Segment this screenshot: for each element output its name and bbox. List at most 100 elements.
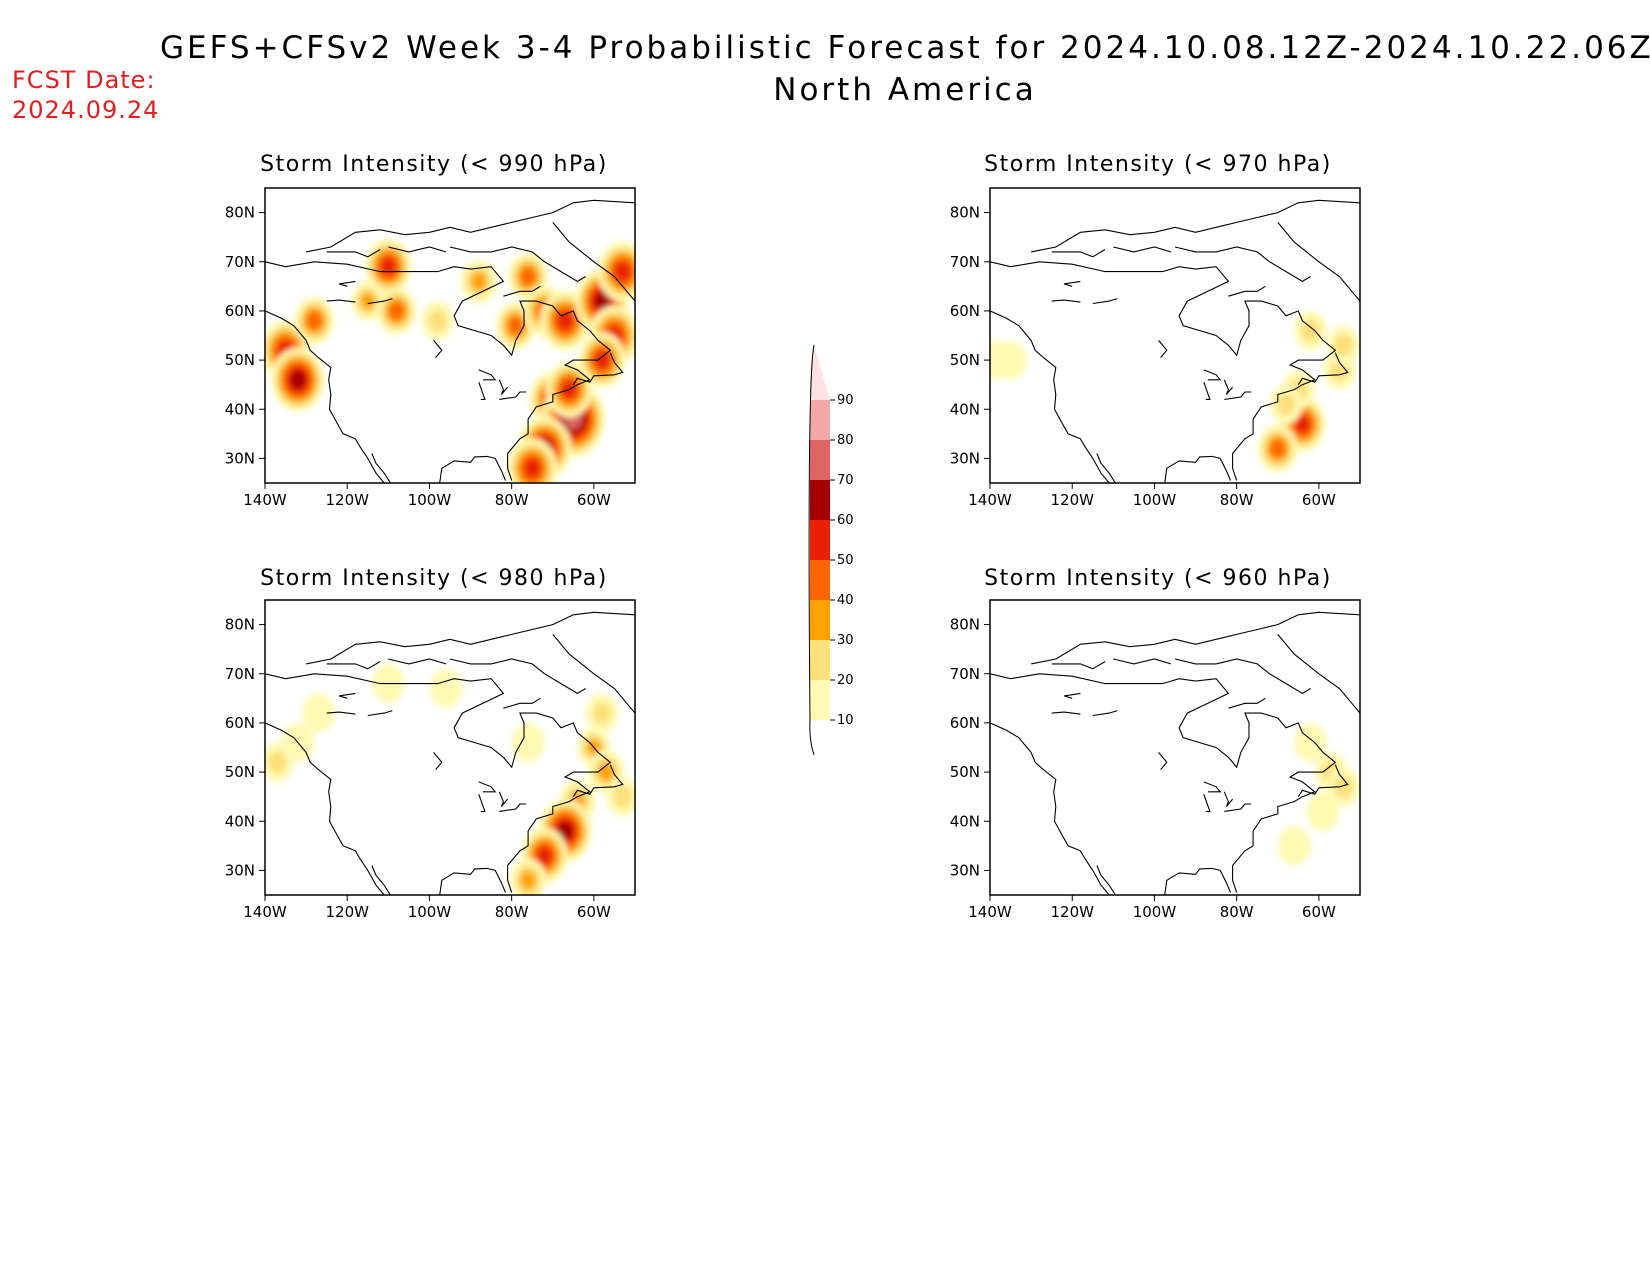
colorbar-swatch xyxy=(810,640,830,680)
probability-contour xyxy=(524,458,541,478)
coastline xyxy=(433,340,443,358)
colorbar-label: 50 xyxy=(837,553,854,568)
colorbar-label: 70 xyxy=(837,473,854,488)
lat-tick-label: 70N xyxy=(225,253,255,271)
lat-tick-label: 30N xyxy=(225,861,255,879)
lat-tick-label: 80N xyxy=(225,616,255,634)
coastline xyxy=(449,658,586,695)
coastline xyxy=(1063,692,1081,699)
lat-tick-label: 70N xyxy=(225,665,255,683)
coastline xyxy=(1113,658,1172,665)
colorbar-label: 60 xyxy=(837,513,854,528)
probability-contour xyxy=(360,292,375,310)
probability-contour xyxy=(1306,791,1340,832)
map-frame xyxy=(264,187,636,484)
fcst-date-label: FCST Date: xyxy=(12,66,156,94)
lat-tick-label: 40N xyxy=(225,400,255,418)
coastline xyxy=(478,794,486,812)
coastlines xyxy=(265,199,635,483)
probability-contour xyxy=(1334,775,1354,799)
lat-tick-label: 50N xyxy=(950,351,980,369)
lat-tick-label: 60N xyxy=(225,302,255,320)
map-panel-970: 80N 70N 60N 50N 40N 30N 140W 120W 100W 80W 60W xyxy=(950,187,1361,509)
lon-tick-label: 140W xyxy=(243,903,287,921)
coastline xyxy=(503,697,541,709)
probability-contour xyxy=(389,302,404,320)
colorbar-swatch xyxy=(810,440,830,480)
figure-title: GEFS+CFSv2 Week 3-4 Probabilistic Foreca… xyxy=(160,30,1650,66)
probability-field xyxy=(990,611,1360,895)
probability-contour xyxy=(429,668,463,709)
probability-contour xyxy=(508,317,523,335)
probability-contour xyxy=(520,870,536,890)
coastline xyxy=(326,249,381,258)
coastline xyxy=(338,280,356,287)
probability-field xyxy=(265,199,635,483)
coastline xyxy=(1224,391,1252,400)
coastline xyxy=(990,310,1110,483)
lon-tick-label: 120W xyxy=(1050,903,1094,921)
coastline xyxy=(326,299,356,303)
probability-contour xyxy=(520,267,536,286)
lon-tick-label: 60W xyxy=(1302,903,1336,921)
lat-tick-label: 60N xyxy=(950,714,980,732)
lon-tick-label: 60W xyxy=(1302,491,1336,509)
coastlines xyxy=(990,199,1360,483)
coastline xyxy=(1228,697,1266,709)
lat-tick-label: 50N xyxy=(225,763,255,781)
lat-tick-label: 60N xyxy=(950,302,980,320)
map-frame xyxy=(989,599,1361,896)
coastline xyxy=(552,222,635,302)
coastline xyxy=(552,634,635,714)
coastline xyxy=(1158,340,1168,358)
probability-contour xyxy=(267,750,287,774)
coastline xyxy=(1174,658,1311,695)
lon-tick-label: 140W xyxy=(968,491,1012,509)
coastline xyxy=(1092,298,1118,305)
coastline xyxy=(1051,299,1081,303)
lat-tick-label: 80N xyxy=(950,616,980,634)
colorbar-swatch xyxy=(810,520,830,560)
coastline xyxy=(367,298,393,305)
probability-contour xyxy=(614,262,631,282)
probability-contour xyxy=(380,257,396,276)
coastline xyxy=(498,791,509,807)
probability-contour xyxy=(307,312,322,330)
probability-contour xyxy=(1270,439,1285,458)
coastline xyxy=(1063,280,1081,287)
lon-tick-label: 120W xyxy=(325,903,369,921)
panel-title-970: Storm Intensity (< 970 hPa) xyxy=(984,152,1332,177)
coastline xyxy=(371,865,391,895)
lon-tick-label: 80W xyxy=(495,903,529,921)
coastlines xyxy=(265,611,635,895)
coastline xyxy=(265,673,612,893)
probability-contour xyxy=(594,291,610,311)
coastline xyxy=(503,285,541,297)
colorbar-label: 10 xyxy=(837,713,854,728)
coastline xyxy=(478,382,486,400)
probability-contour xyxy=(1277,826,1311,866)
map-panel-960: 80N 70N 60N 50N 40N 30N 140W 120W 100W 80W 60W xyxy=(950,599,1361,921)
coastline xyxy=(371,453,391,483)
colorbar: 10 20 30 40 50 60 70 80 90 xyxy=(808,344,854,756)
map-frame xyxy=(989,187,1361,484)
coastline xyxy=(1223,791,1234,807)
lat-tick-label: 30N xyxy=(950,861,980,879)
coastline xyxy=(1158,752,1168,770)
coastline xyxy=(1203,382,1211,400)
coastline xyxy=(1113,246,1172,253)
coastline xyxy=(990,673,1337,893)
coastline xyxy=(1164,867,1232,895)
lat-tick-label: 30N xyxy=(950,449,980,467)
colorbar-label: 90 xyxy=(837,393,854,408)
colorbar-label: 80 xyxy=(837,433,854,448)
coastline xyxy=(326,661,381,670)
lat-tick-label: 70N xyxy=(950,253,980,271)
coastline xyxy=(449,246,586,283)
probability-contour xyxy=(511,722,545,763)
lat-tick-label: 40N xyxy=(950,400,980,418)
colorbar-swatch xyxy=(810,600,830,640)
lat-tick-label: 70N xyxy=(950,665,980,683)
coastline xyxy=(1051,249,1106,258)
probability-contour xyxy=(592,701,612,725)
